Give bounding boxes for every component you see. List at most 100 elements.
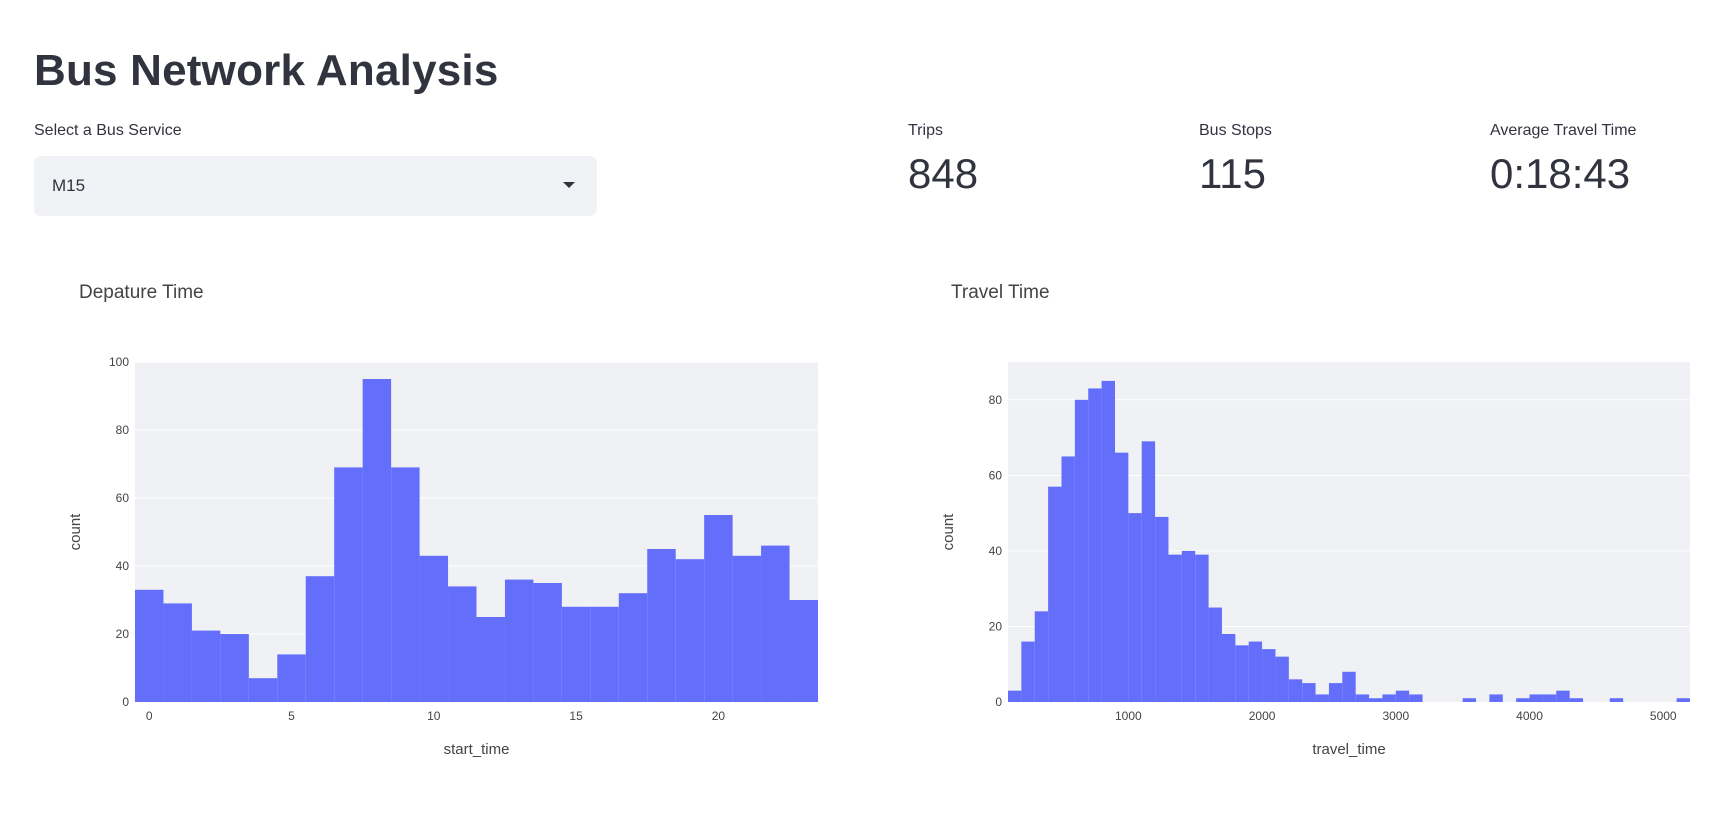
histogram-bar[interactable] [1288, 679, 1303, 702]
histogram-bar[interactable] [1556, 690, 1570, 702]
histogram-bar[interactable] [1061, 456, 1075, 702]
metric-average-travel-time: Average Travel Time 0:18:43 [1490, 122, 1636, 198]
histogram-bar[interactable] [1195, 554, 1209, 702]
histogram-bar[interactable] [1021, 641, 1035, 702]
histogram-bar[interactable] [1128, 513, 1142, 702]
histogram-bar[interactable] [1181, 550, 1196, 702]
histogram-bar[interactable] [448, 586, 477, 702]
histogram-bar[interactable] [1034, 611, 1049, 702]
page-title: Bus Network Analysis [34, 46, 499, 95]
histogram-bar[interactable] [1248, 641, 1263, 702]
histogram-bar[interactable] [1048, 486, 1062, 702]
y-tick-label: 60 [989, 468, 1003, 482]
y-tick-label: 60 [116, 491, 130, 505]
histogram-bar[interactable] [1369, 698, 1383, 702]
histogram-bar[interactable] [1275, 656, 1289, 702]
metric-average-travel-time-value: 0:18:43 [1490, 150, 1631, 197]
x-tick-label: 1000 [1115, 709, 1142, 723]
histogram-bar[interactable] [391, 467, 420, 702]
metric-trips-label: Trips [908, 122, 943, 139]
histogram-bar[interactable] [1168, 554, 1182, 702]
metric-bus-stops-value: 115 [1199, 150, 1266, 197]
histogram-bar[interactable] [163, 603, 192, 702]
histogram-bar[interactable] [1609, 698, 1624, 702]
histogram-bar[interactable] [1208, 607, 1222, 702]
travel-time-chart[interactable]: 0 20 40 60 80 1000 2000 3000 4000 5000 travel_time… [935, 340, 1715, 760]
histogram-bar[interactable] [1101, 380, 1115, 702]
bus-service-label: Select a Bus Service [34, 122, 182, 139]
histogram-bar[interactable] [732, 555, 762, 702]
histogram-bar[interactable] [533, 583, 562, 702]
histogram-bar[interactable] [1235, 645, 1249, 702]
departure-time-chart[interactable]: 0 20 40 60 80 100 0 5 10 15 20 start_time count [60, 340, 840, 760]
histogram-bar[interactable] [220, 634, 249, 702]
histogram-bar[interactable] [1008, 690, 1022, 702]
x-tick-label: 15 [569, 709, 583, 723]
bus-service-select[interactable]: M15 [34, 156, 597, 216]
histogram-bar[interactable] [1516, 698, 1530, 702]
histogram-bar[interactable] [1114, 452, 1129, 702]
histogram-bar[interactable] [277, 654, 306, 702]
travel-chart-title: Travel Time [951, 282, 1050, 303]
histogram-bar[interactable] [1342, 671, 1356, 702]
histogram-bar[interactable] [1328, 683, 1343, 702]
histogram-bar[interactable] [1141, 441, 1156, 702]
x-axis-title: travel_time [1312, 741, 1385, 758]
histogram-bar[interactable] [618, 593, 648, 702]
chevron-down-icon[interactable] [563, 182, 575, 188]
histogram-bar[interactable] [1489, 694, 1503, 702]
histogram-bar[interactable] [675, 559, 705, 702]
histogram-bar[interactable] [191, 630, 221, 702]
histogram-bar[interactable] [1462, 698, 1477, 702]
histogram-bar[interactable] [476, 617, 505, 702]
histogram-bar[interactable] [1529, 694, 1543, 702]
histogram-bar[interactable] [1302, 683, 1316, 702]
histogram-bar[interactable] [1569, 698, 1584, 702]
x-axis-title: start_time [444, 741, 510, 758]
histogram-bar[interactable] [1315, 694, 1329, 702]
histogram-bar[interactable] [305, 576, 335, 702]
histogram-bar[interactable] [419, 555, 449, 702]
x-tick-label: 10 [427, 709, 441, 723]
x-tick-label: 3000 [1382, 709, 1409, 723]
y-axis-title: count [67, 513, 84, 551]
histogram-bar[interactable] [561, 606, 591, 702]
histogram-bar[interactable] [1395, 690, 1410, 702]
histogram-bar[interactable] [704, 515, 733, 702]
histogram-bar[interactable] [1262, 649, 1276, 702]
metric-average-travel-time-label: Average Travel Time [1490, 122, 1637, 139]
y-tick-label: 40 [116, 559, 130, 573]
histogram-bar[interactable] [135, 589, 164, 702]
x-tick-label: 5000 [1650, 709, 1677, 723]
histogram-bar[interactable] [789, 600, 818, 702]
histogram-bar[interactable] [1355, 694, 1370, 702]
histogram-bar[interactable] [647, 549, 676, 702]
histogram-bar[interactable] [1382, 694, 1396, 702]
x-tick-label: 0 [146, 709, 153, 723]
histogram-bar[interactable] [1221, 634, 1236, 702]
metric-trips-value: 848 [908, 150, 979, 197]
histogram-bar[interactable] [761, 545, 790, 702]
histogram-bar[interactable] [1409, 694, 1423, 702]
x-tick-label: 2000 [1249, 709, 1276, 723]
y-tick-label: 80 [989, 393, 1003, 407]
histogram-bar[interactable] [1074, 399, 1089, 702]
histogram-bar[interactable] [1542, 694, 1557, 702]
x-tick-label: 4000 [1516, 709, 1543, 723]
x-tick-label: 5 [288, 709, 295, 723]
histogram-bar[interactable] [1676, 698, 1690, 702]
histogram-bar[interactable] [1088, 388, 1102, 702]
histogram-bar[interactable] [334, 467, 363, 702]
histogram-bar[interactable] [362, 379, 392, 702]
y-tick-label: 0 [122, 695, 129, 709]
departure-chart-title: Depature Time [79, 282, 204, 303]
y-tick-label: 20 [116, 627, 130, 641]
histogram-bar[interactable] [590, 606, 619, 702]
histogram-bar[interactable] [504, 579, 534, 702]
histogram-bar[interactable] [248, 678, 278, 702]
y-tick-label: 100 [109, 355, 129, 369]
y-tick-label: 40 [989, 544, 1003, 558]
bus-service-selected-value: M15 [52, 176, 86, 195]
histogram-bar[interactable] [1155, 516, 1169, 702]
y-tick-label: 0 [995, 695, 1002, 709]
